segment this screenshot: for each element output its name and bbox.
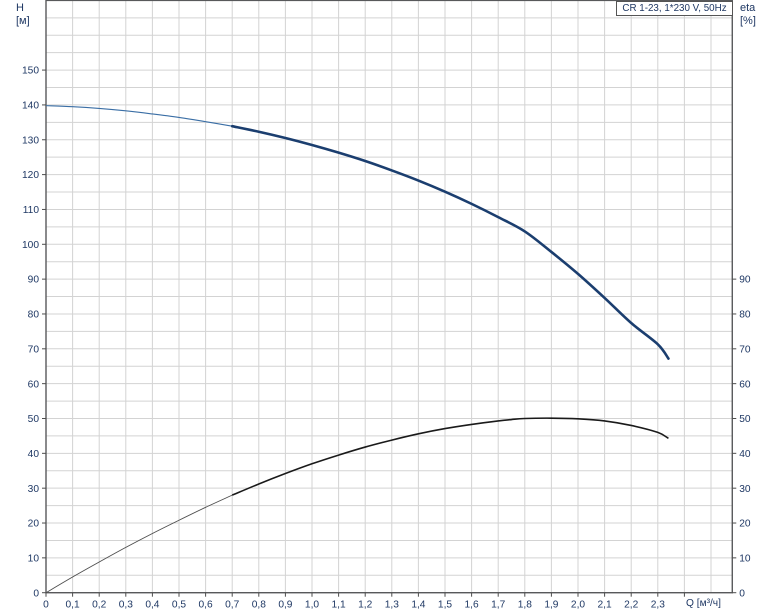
svg-text:50: 50: [28, 414, 40, 425]
svg-text:0,6: 0,6: [199, 600, 213, 611]
svg-text:0,4: 0,4: [145, 600, 159, 611]
svg-text:140: 140: [22, 101, 39, 112]
svg-text:1,3: 1,3: [385, 600, 399, 611]
svg-text:60: 60: [739, 379, 751, 390]
svg-text:150: 150: [22, 66, 39, 77]
svg-text:120: 120: [22, 170, 39, 181]
svg-text:30: 30: [739, 484, 751, 495]
svg-text:1,6: 1,6: [465, 600, 479, 611]
svg-text:0: 0: [739, 588, 745, 599]
svg-text:110: 110: [23, 205, 40, 216]
svg-text:90: 90: [28, 275, 40, 286]
svg-text:0,2: 0,2: [92, 600, 106, 611]
svg-text:70: 70: [739, 344, 751, 355]
svg-text:1,4: 1,4: [411, 600, 425, 611]
svg-text:2,3: 2,3: [651, 600, 665, 611]
svg-text:0,7: 0,7: [225, 600, 239, 611]
svg-text:1,9: 1,9: [544, 600, 558, 611]
svg-text:1,7: 1,7: [491, 600, 505, 611]
svg-text:10: 10: [739, 553, 751, 564]
svg-text:1,1: 1,1: [332, 600, 346, 611]
svg-text:1,8: 1,8: [518, 600, 532, 611]
svg-text:50: 50: [739, 414, 751, 425]
svg-text:0: 0: [33, 588, 39, 599]
svg-text:60: 60: [28, 379, 40, 390]
svg-text:80: 80: [28, 310, 40, 321]
svg-text:1,0: 1,0: [305, 600, 319, 611]
svg-text:80: 80: [739, 310, 751, 321]
svg-text:1,5: 1,5: [438, 600, 452, 611]
svg-text:10: 10: [28, 553, 40, 564]
svg-text:100: 100: [22, 240, 39, 251]
svg-text:40: 40: [739, 449, 751, 460]
svg-text:2,2: 2,2: [624, 600, 638, 611]
svg-text:40: 40: [28, 449, 40, 460]
svg-text:0,9: 0,9: [278, 600, 292, 611]
svg-text:20: 20: [739, 519, 751, 530]
svg-text:0,1: 0,1: [66, 600, 80, 611]
svg-text:90: 90: [739, 275, 751, 286]
svg-text:1,2: 1,2: [358, 600, 372, 611]
svg-text:0,5: 0,5: [172, 600, 186, 611]
svg-text:0,3: 0,3: [119, 600, 133, 611]
svg-text:70: 70: [28, 344, 40, 355]
svg-text:2,0: 2,0: [571, 600, 585, 611]
svg-text:20: 20: [28, 519, 40, 530]
svg-text:30: 30: [28, 484, 40, 495]
svg-text:130: 130: [22, 135, 39, 146]
svg-text:0: 0: [43, 600, 49, 611]
svg-text:0,8: 0,8: [252, 600, 266, 611]
svg-text:2,1: 2,1: [598, 600, 612, 611]
